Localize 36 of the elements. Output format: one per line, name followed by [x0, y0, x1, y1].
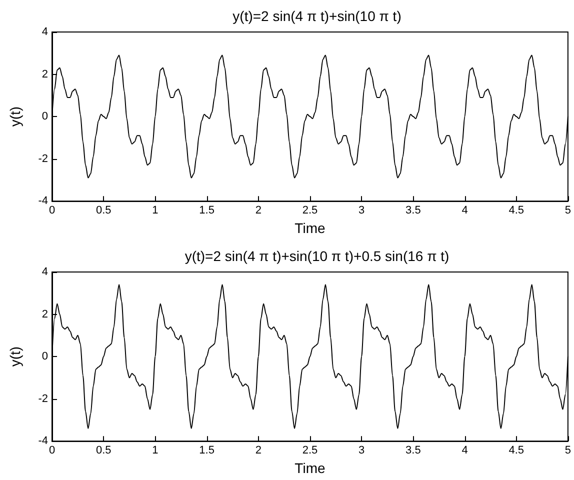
x-tick-label: 4 — [462, 444, 468, 457]
y-tick-label: 2 — [42, 308, 48, 320]
x-tick-label: 2.5 — [302, 444, 318, 457]
x-tick-label: 0.5 — [96, 204, 112, 217]
x-tick-label: 3.5 — [406, 444, 421, 457]
x-tick-label: 3 — [358, 204, 365, 217]
y-axis-title: y(t) — [7, 106, 23, 127]
y-tick-label: 0 — [42, 350, 48, 363]
x-tick-label: 5 — [564, 204, 572, 217]
y-tick-label: -4 — [38, 195, 48, 208]
x-tick-label: 1 — [152, 204, 158, 217]
x-axis-title: Time — [294, 220, 326, 236]
x-tick-label: 3.5 — [406, 204, 421, 217]
x-tick-label: 2 — [255, 204, 262, 217]
chart-title: y(t)=2 sin(4 π t)+sin(10 π t)+0.5 sin(16 π t) — [184, 248, 450, 264]
x-tick-label: 1 — [152, 444, 158, 457]
chart-title: y(t)=2 sin(4 π t)+sin(10 π t) — [232, 8, 402, 24]
x-tick-label: 1.5 — [199, 204, 214, 217]
y-tick-label: -2 — [38, 152, 48, 165]
x-axis-title: Time — [294, 460, 326, 476]
x-tick-label: 2 — [255, 444, 262, 457]
x-tick-label: 4.5 — [508, 444, 524, 457]
x-tick-label: 0.5 — [96, 444, 112, 457]
y-axis-title: y(t) — [7, 346, 23, 367]
x-tick-label: 5 — [564, 444, 572, 457]
x-tick-label: 2.5 — [302, 204, 318, 217]
y-tick-label: -2 — [38, 392, 48, 405]
y-tick-label: -4 — [38, 435, 48, 448]
y-tick-label: 4 — [42, 266, 48, 278]
y-tick-label: 4 — [42, 26, 48, 38]
x-tick-label: 4 — [462, 204, 468, 217]
y-tick-label: 0 — [42, 110, 48, 123]
x-tick-label: 3 — [358, 444, 365, 457]
x-tick-label: 1.5 — [199, 444, 214, 457]
y-tick-label: 2 — [42, 68, 48, 80]
x-tick-label: 4.5 — [508, 204, 524, 217]
